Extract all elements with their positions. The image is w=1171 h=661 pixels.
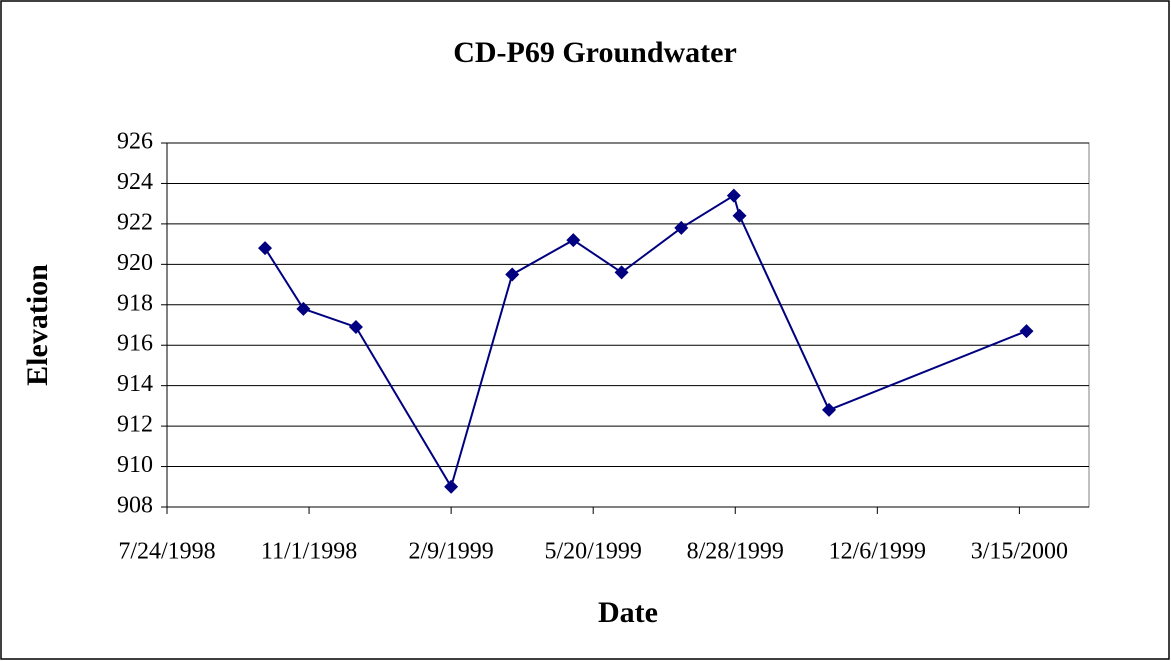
data-point: [258, 241, 273, 256]
y-tick-label: 914: [117, 371, 153, 397]
x-tick-label: 5/20/1999: [545, 539, 642, 565]
y-tick-label: 924: [117, 169, 153, 195]
y-tick-label: 920: [117, 250, 153, 276]
y-tick-label: 926: [117, 129, 153, 155]
data-point: [614, 265, 629, 280]
x-tick-label: 7/24/1998: [118, 539, 215, 565]
x-tick-label: 12/6/1999: [829, 539, 926, 565]
y-tick-label: 910: [117, 452, 153, 478]
data-point: [732, 208, 747, 223]
data-point: [726, 188, 741, 203]
x-tick-label: 11/1/1998: [261, 539, 357, 565]
data-point: [1019, 324, 1034, 339]
x-axis-label: Date: [598, 596, 658, 629]
data-line: [264, 194, 1027, 490]
chart-title: CD-P69 Groundwater: [453, 36, 737, 69]
data-point: [566, 233, 581, 248]
data-point: [348, 320, 363, 335]
data-point: [822, 402, 837, 417]
y-tick-label: 912: [117, 412, 153, 438]
y-tick-label: 908: [117, 493, 153, 519]
x-tick-label: 8/28/1999: [687, 539, 784, 565]
x-tick-label: 3/15/2000: [971, 539, 1068, 565]
data-point: [674, 220, 689, 235]
data-point: [444, 479, 459, 494]
y-tick-label: 918: [117, 290, 153, 316]
y-tick-label: 916: [117, 331, 153, 357]
x-tick-label: 2/9/1999: [408, 539, 493, 565]
data-point: [296, 301, 311, 316]
plot-area: [166, 142, 1090, 508]
data-point: [505, 267, 520, 282]
y-tick-label: 922: [117, 209, 153, 235]
y-axis-label: Elevation: [21, 264, 54, 386]
